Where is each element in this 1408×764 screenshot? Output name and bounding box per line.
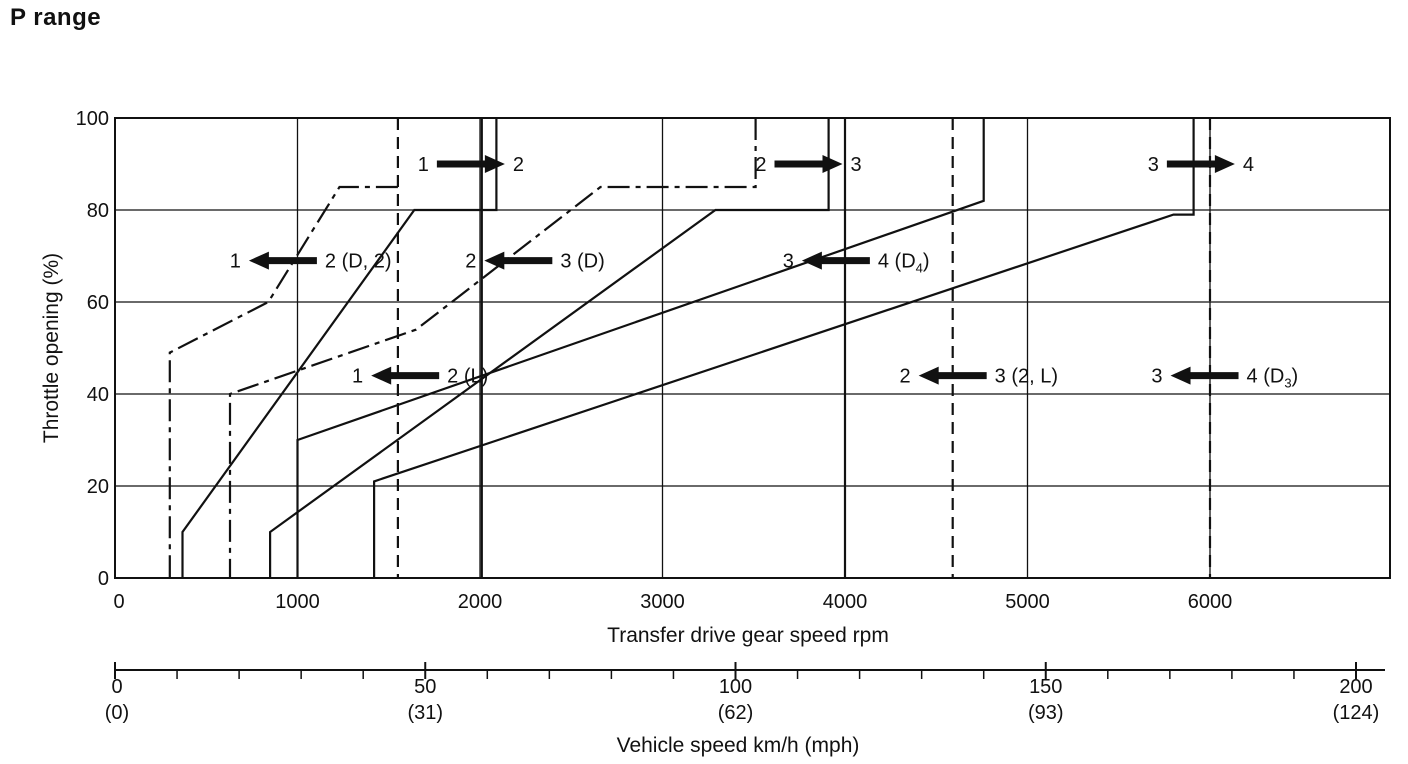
shift-arrow-icon bbox=[484, 251, 553, 270]
x-tick-label: 5000 bbox=[1005, 591, 1050, 613]
secondary-axis-label: Vehicle speed km/h (mph) bbox=[617, 734, 860, 757]
x-axis-label: Transfer drive gear speed rpm bbox=[607, 624, 889, 647]
shift-label-to: 2 (L) bbox=[447, 366, 488, 388]
shift-curve bbox=[296, 118, 985, 578]
y-tick-label: 100 bbox=[76, 108, 109, 130]
y-tick-label: 80 bbox=[87, 200, 109, 222]
shift-label-to: 3 (2, L) bbox=[995, 366, 1058, 388]
secondary-tick-mph: (124) bbox=[1333, 702, 1380, 724]
y-tick-label: 60 bbox=[87, 292, 109, 314]
y-tick-label: 40 bbox=[87, 384, 109, 406]
shift-curve bbox=[373, 118, 1195, 578]
shift-label-from: 2 bbox=[900, 366, 911, 388]
y-tick-label: 0 bbox=[98, 568, 109, 590]
shift-label-from: 2 bbox=[465, 251, 476, 273]
x-tick-label: 3000 bbox=[640, 591, 685, 613]
shift-label-to: 3 bbox=[851, 154, 862, 176]
secondary-tick-kmh: 150 bbox=[1029, 676, 1062, 698]
shift-label-from: 2 bbox=[755, 154, 766, 176]
secondary-tick-kmh: 50 bbox=[414, 676, 436, 698]
secondary-tick-kmh: 100 bbox=[719, 676, 752, 698]
x-tick-label: 1000 bbox=[275, 591, 320, 613]
shift-arrow-icon bbox=[801, 251, 870, 270]
x-tick-label: 2000 bbox=[458, 591, 503, 613]
shift-curve bbox=[181, 118, 498, 578]
secondary-tick-kmh: 0 bbox=[111, 676, 122, 698]
shift-label-to: 3 (D) bbox=[560, 251, 604, 273]
shift-label-from: 3 bbox=[1148, 154, 1159, 176]
secondary-tick-kmh: 200 bbox=[1339, 676, 1372, 698]
shift-label-from: 1 bbox=[352, 366, 363, 388]
secondary-tick-mph: (62) bbox=[718, 702, 754, 724]
shift-label-from: 3 bbox=[783, 251, 794, 273]
shift-label-to: 2 (D, 2) bbox=[325, 251, 392, 273]
x-tick-label: 0 bbox=[113, 591, 124, 613]
shift-label-to: 4 (D3) bbox=[1247, 366, 1299, 391]
x-tick-label: 4000 bbox=[823, 591, 868, 613]
shift-arrow-icon bbox=[371, 366, 440, 385]
shift-arrow-icon bbox=[248, 251, 317, 270]
shift-curve bbox=[269, 118, 830, 578]
shift-arrow-icon bbox=[774, 155, 843, 173]
x-tick-label: 6000 bbox=[1188, 591, 1233, 613]
secondary-tick-mph: (0) bbox=[105, 702, 129, 724]
shift-label-to: 4 bbox=[1243, 154, 1254, 176]
secondary-tick-mph: (93) bbox=[1028, 702, 1064, 724]
chart-title: P range bbox=[10, 4, 102, 31]
shift-arrow-icon bbox=[436, 155, 505, 173]
y-tick-label: 20 bbox=[87, 476, 109, 498]
y-axis-label: Throttle opening (%) bbox=[40, 253, 63, 443]
secondary-tick-mph: (31) bbox=[407, 702, 443, 724]
shift-label-to: 2 bbox=[513, 154, 524, 176]
shift-label-to: 4 (D4) bbox=[878, 251, 930, 276]
shift-curve bbox=[168, 185, 398, 578]
shift-arrow-icon bbox=[918, 366, 987, 385]
shift-label-from: 3 bbox=[1151, 366, 1162, 388]
shift-arrow-icon bbox=[1170, 366, 1239, 385]
plot-frame bbox=[114, 117, 1391, 579]
shift-label-from: 1 bbox=[418, 154, 429, 176]
shift-arrow-icon bbox=[1166, 155, 1235, 173]
shift-curve bbox=[228, 118, 757, 578]
shift-label-from: 1 bbox=[230, 251, 241, 273]
